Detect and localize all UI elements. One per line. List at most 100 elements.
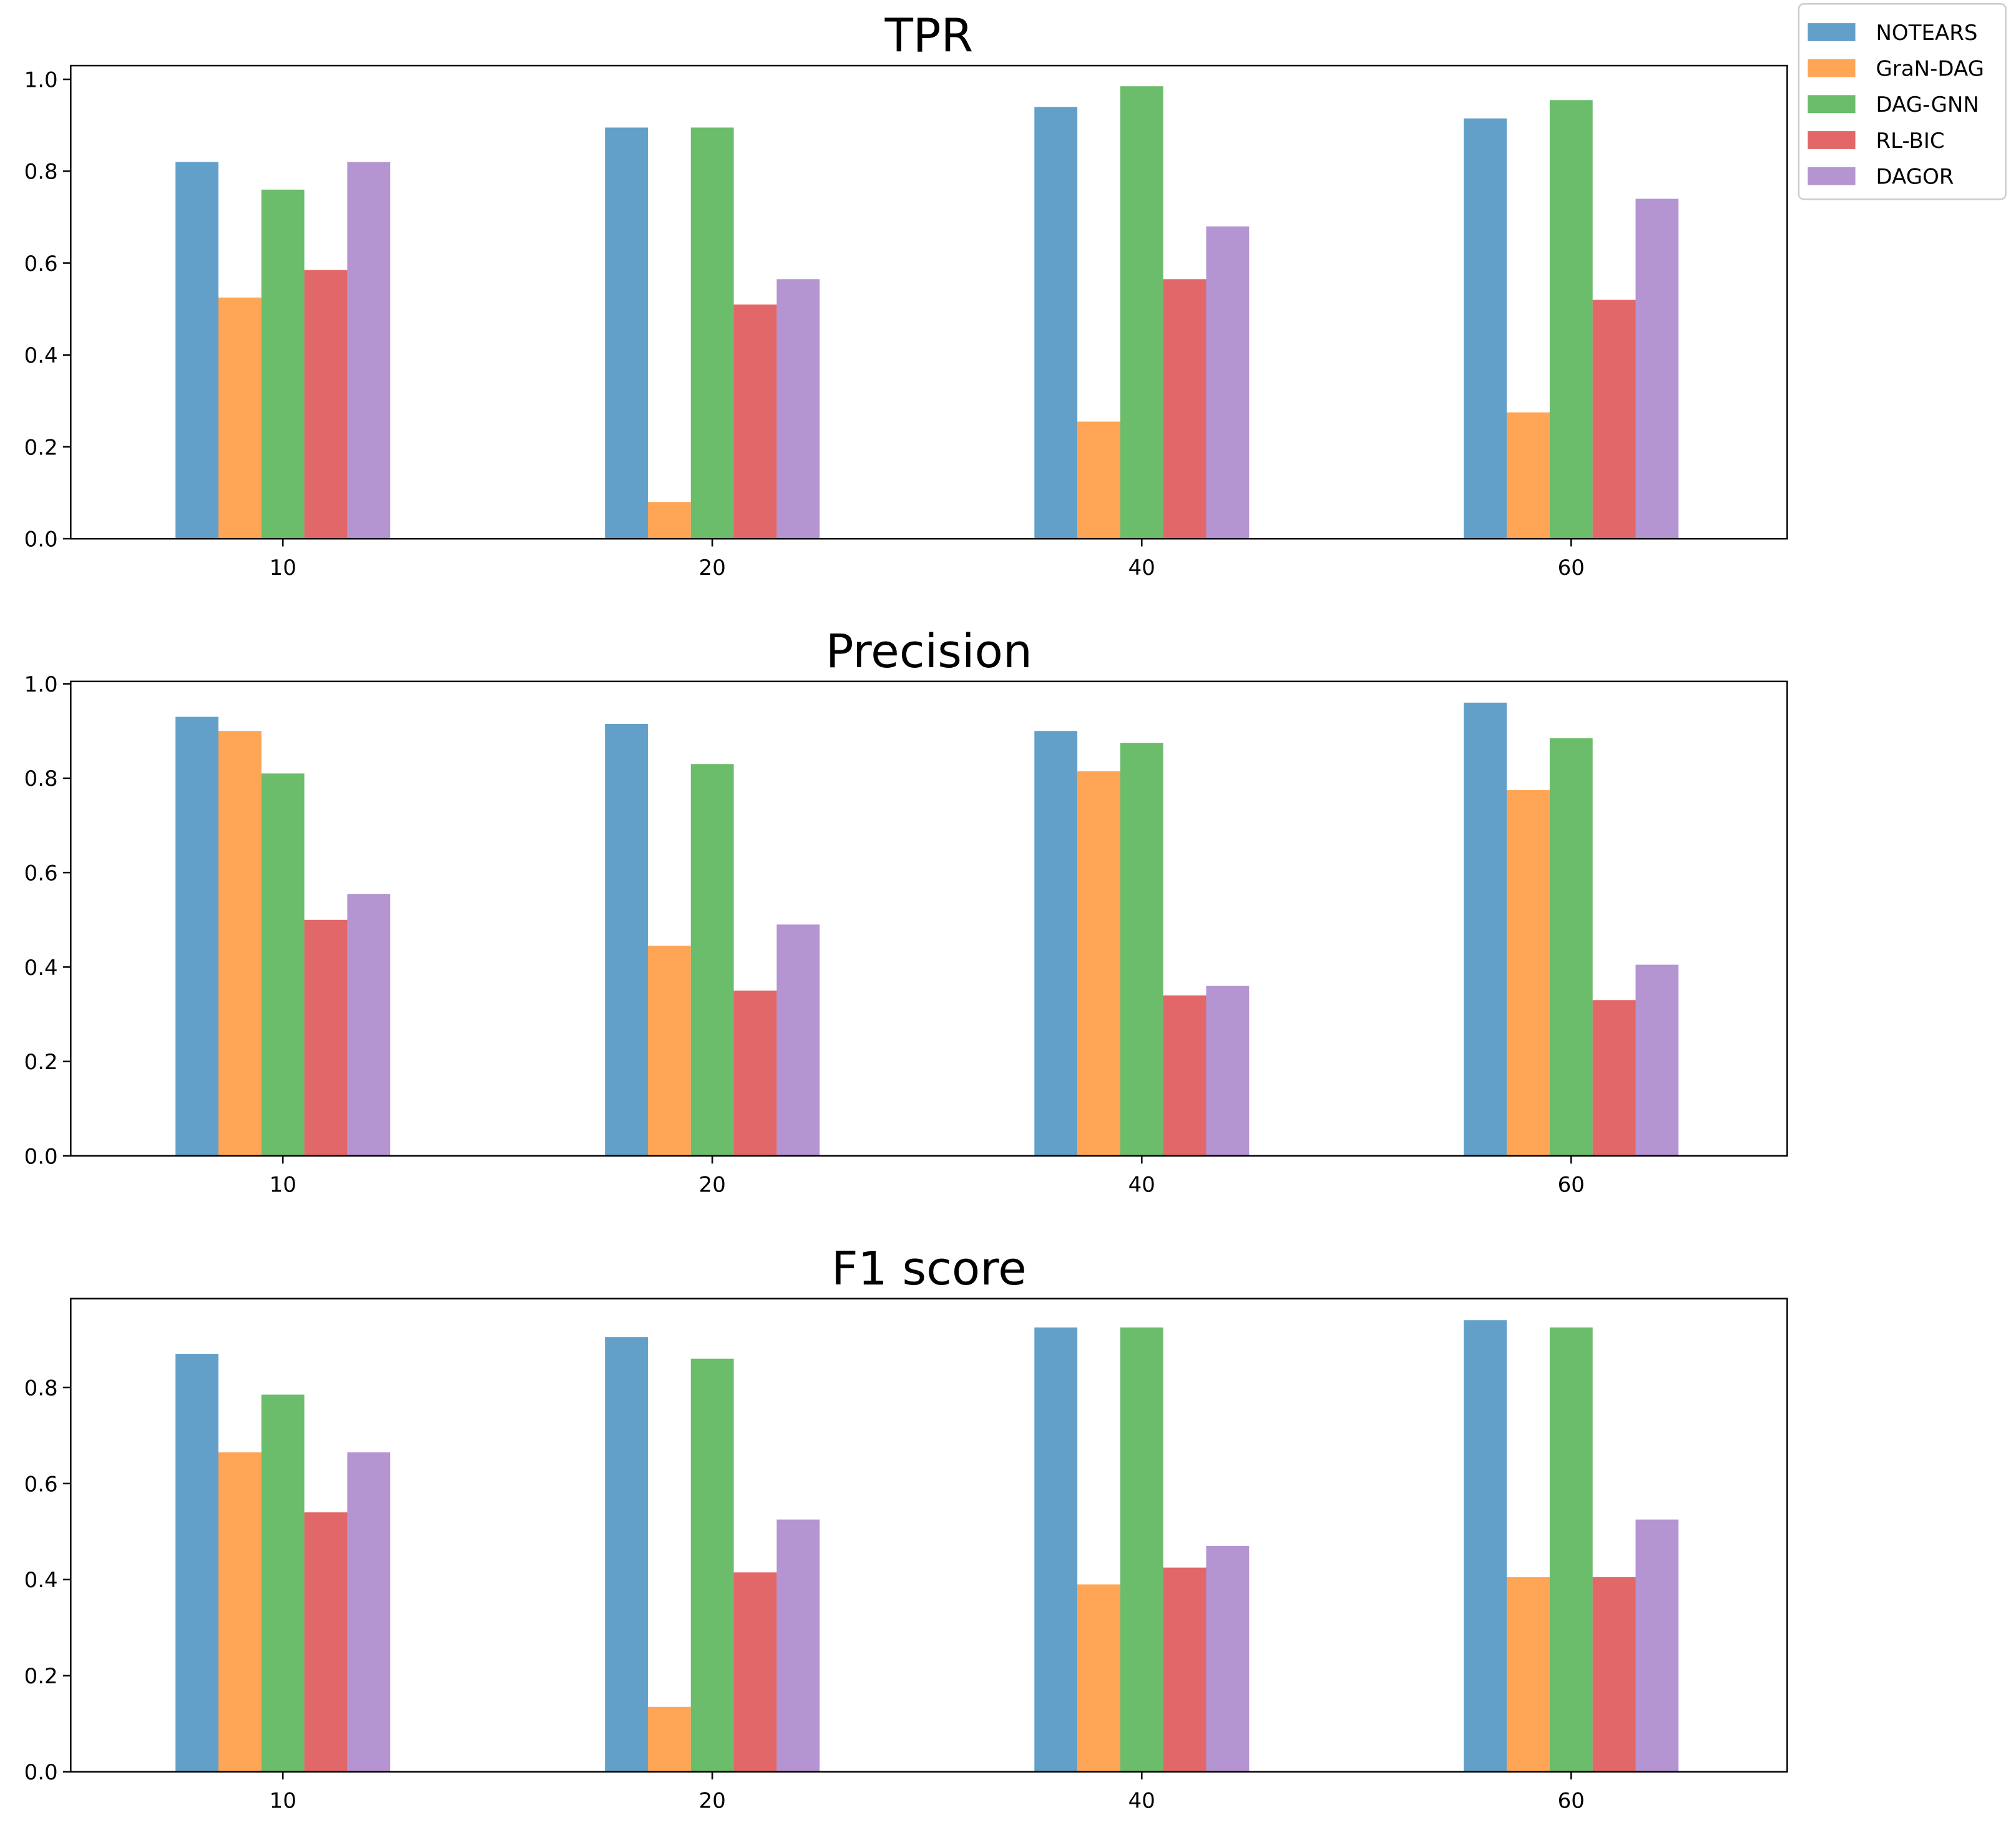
bar-dagor-20 [776,924,820,1156]
y-tick-label: 0.2 [24,435,58,460]
plot-title: Precision [826,625,1032,678]
legend-entry-dagor: DAGOR [1808,165,1954,190]
x-tick-label: 10 [270,1788,296,1813]
bar-rl-bic-60 [1592,300,1636,539]
bar-rl-bic-40 [1163,279,1206,539]
legend-entry-notears: NOTEARS [1808,21,1977,46]
legend-entry-dag-gnn: DAG-GNN [1808,92,1979,117]
bar-dag-gnn-60 [1549,738,1593,1156]
bar-rl-bic-10 [304,1512,348,1772]
bar-gran-dag-10 [218,297,262,539]
y-tick-label: 1.0 [24,672,58,697]
bar-dagor-60 [1635,964,1679,1156]
legend-swatch [1808,95,1856,114]
bar-gran-dag-40 [1077,1584,1120,1772]
legend-label: NOTEARS [1876,21,1978,46]
bar-rl-bic-10 [304,919,348,1156]
legend-label: DAG-GNN [1876,92,1979,117]
plot-title: TPR [884,9,974,62]
bar-dag-gnn-10 [261,773,305,1156]
bar-rl-bic-20 [733,304,777,539]
legend-entry-rl-bic: RL-BIC [1808,129,1945,154]
bar-rl-bic-60 [1592,1577,1636,1772]
bar-dag-gnn-20 [690,127,734,539]
legend-label: DAGOR [1876,165,1954,190]
y-tick-label: 0.4 [24,343,58,368]
bar-rl-bic-40 [1163,995,1206,1156]
y-tick-label: 0.4 [24,1568,58,1593]
plot-title: F1 score [831,1242,1027,1296]
y-tick-label: 0.6 [24,1472,58,1497]
subplot-tpr: TPR 0.0 0.2 0.4 0.6 0.8 1.0 10 20 40 60 [24,9,1788,580]
bar-dag-gnn-10 [261,1394,305,1772]
legend-swatch [1808,59,1856,77]
bar-dagor-20 [776,1519,820,1772]
x-tick-label: 10 [270,1173,296,1198]
x-tick-label: 60 [1558,555,1585,580]
x-tick-label: 20 [699,555,726,580]
bar-gran-dag-20 [648,502,691,539]
y-tick-label: 1.0 [24,68,58,93]
bar-rl-bic-10 [304,270,348,539]
bar-notears-20 [605,127,648,539]
y-tick-label: 0.8 [24,766,58,791]
bar-dagor-10 [347,162,391,539]
legend-label: GraN-DAG [1876,57,1984,82]
y-tick-label: 0.8 [24,160,58,185]
bar-notears-60 [1464,1320,1507,1772]
bar-rl-bic-20 [733,991,777,1156]
y-tick-label: 0.6 [24,861,58,886]
legend-swatch [1808,167,1856,185]
legend-entry-gran-dag: GraN-DAG [1808,57,1984,82]
bar-dagor-60 [1635,1519,1679,1772]
y-tick-label: 0.2 [24,1050,58,1075]
bar-dagor-20 [776,279,820,539]
bar-notears-60 [1464,702,1507,1156]
bar-notears-10 [175,717,218,1156]
bar-notears-60 [1464,118,1507,539]
bar-dagor-40 [1206,986,1250,1156]
bar-notears-40 [1034,107,1078,539]
bar-dagor-60 [1635,198,1679,539]
bar-gran-dag-10 [218,731,262,1156]
bar-gran-dag-60 [1507,790,1550,1156]
bar-gran-dag-40 [1077,771,1120,1156]
axes-frame [70,680,1788,1157]
y-tick-label: 0.2 [24,1664,58,1689]
x-tick-label: 40 [1128,1788,1155,1813]
bar-notears-20 [605,1337,648,1772]
axes-frame [70,64,1788,540]
bar-notears-10 [175,1354,218,1772]
x-tick-label: 20 [699,1788,726,1813]
bar-dag-gnn-20 [690,764,734,1156]
y-tick-label: 0.0 [24,1144,58,1169]
legend-frame [1798,2,2007,200]
bar-dagor-40 [1206,1546,1250,1772]
legend-swatch [1808,23,1856,41]
bar-dag-gnn-40 [1120,1327,1163,1772]
bar-dag-gnn-40 [1120,743,1163,1156]
y-tick-label: 0.8 [24,1376,58,1401]
bar-dag-gnn-10 [261,189,305,539]
subplot-precision: Precision 0.0 0.2 0.4 0.6 0.8 1.0 10 20 40 60 [24,625,1788,1198]
bar-notears-20 [605,723,648,1156]
bar-gran-dag-20 [648,1706,691,1772]
bar-gran-dag-40 [1077,421,1120,539]
legend-swatch [1808,131,1856,149]
bar-dag-gnn-40 [1120,86,1163,539]
bar-gran-dag-20 [648,946,691,1156]
bar-rl-bic-60 [1592,1000,1636,1156]
bar-notears-40 [1034,731,1078,1156]
bar-dag-gnn-60 [1549,1327,1593,1772]
bar-dag-gnn-20 [690,1358,734,1772]
bar-gran-dag-60 [1507,1577,1550,1772]
bar-gran-dag-60 [1507,412,1550,539]
legend-label: RL-BIC [1876,129,1945,154]
x-tick-label: 60 [1558,1788,1585,1813]
y-tick-label: 0.6 [24,252,58,276]
bar-dagor-40 [1206,226,1250,539]
bar-dag-gnn-60 [1549,100,1593,539]
x-tick-label: 10 [270,555,296,580]
y-tick-label: 0.0 [24,1760,58,1785]
